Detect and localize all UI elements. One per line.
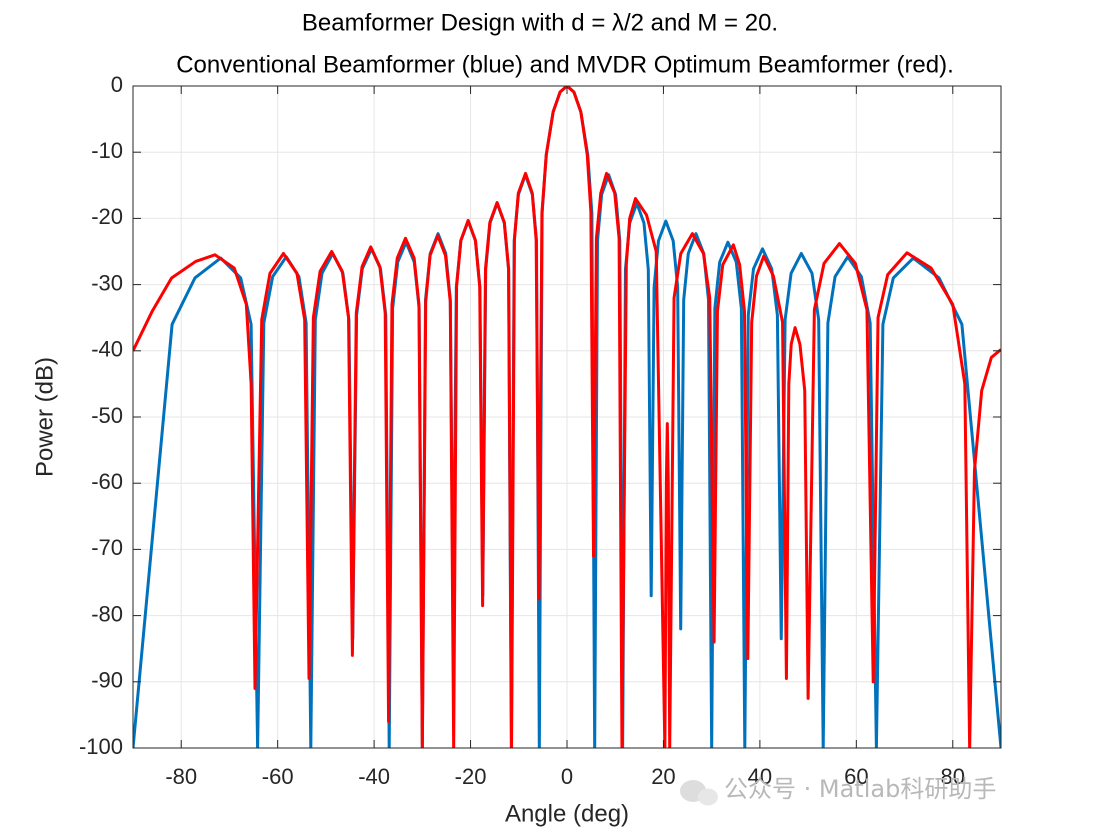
x-tick-label: -40 [358,764,390,789]
y-tick-label: -20 [91,204,123,229]
chart-subtitle: Conventional Beamformer (blue) and MVDR … [176,51,954,78]
x-tick-label: -20 [455,764,487,789]
x-tick-label: -80 [165,764,197,789]
x-tick-label: 60 [844,764,868,789]
y-tick-label: -60 [91,469,123,494]
y-tick-label: -90 [91,668,123,693]
y-tick-label: -30 [91,270,123,295]
x-tick-label: 0 [561,764,573,789]
watermark-icon [680,780,718,806]
x-tick-label: 40 [748,764,772,789]
y-tick-label: -50 [91,403,123,428]
x-axis-label: Angle (deg) [505,800,629,827]
series-line [133,86,1001,748]
chart-title: Beamformer Design with d = λ/2 and M = 2… [302,9,778,36]
x-tick-label: 80 [941,764,965,789]
x-tick-label: 20 [651,764,675,789]
y-tick-label: 0 [111,72,123,97]
y-tick-label: -40 [91,337,123,362]
y-tick-label: -10 [91,138,123,163]
y-axis-label: Power (dB) [31,357,58,477]
watermark: 公众号 · Matlab科研助手 [724,775,996,803]
y-tick-label: -100 [79,734,123,759]
ticks: -80 -60 -40 -20 0 20 40 60 80 0 -10 -20 -30 -40 -50 -60… [79,72,1001,789]
y-tick-label: -80 [91,601,123,626]
y-tick-label: -70 [91,535,123,560]
lines [133,86,1001,748]
x-tick-label: -60 [262,764,294,789]
